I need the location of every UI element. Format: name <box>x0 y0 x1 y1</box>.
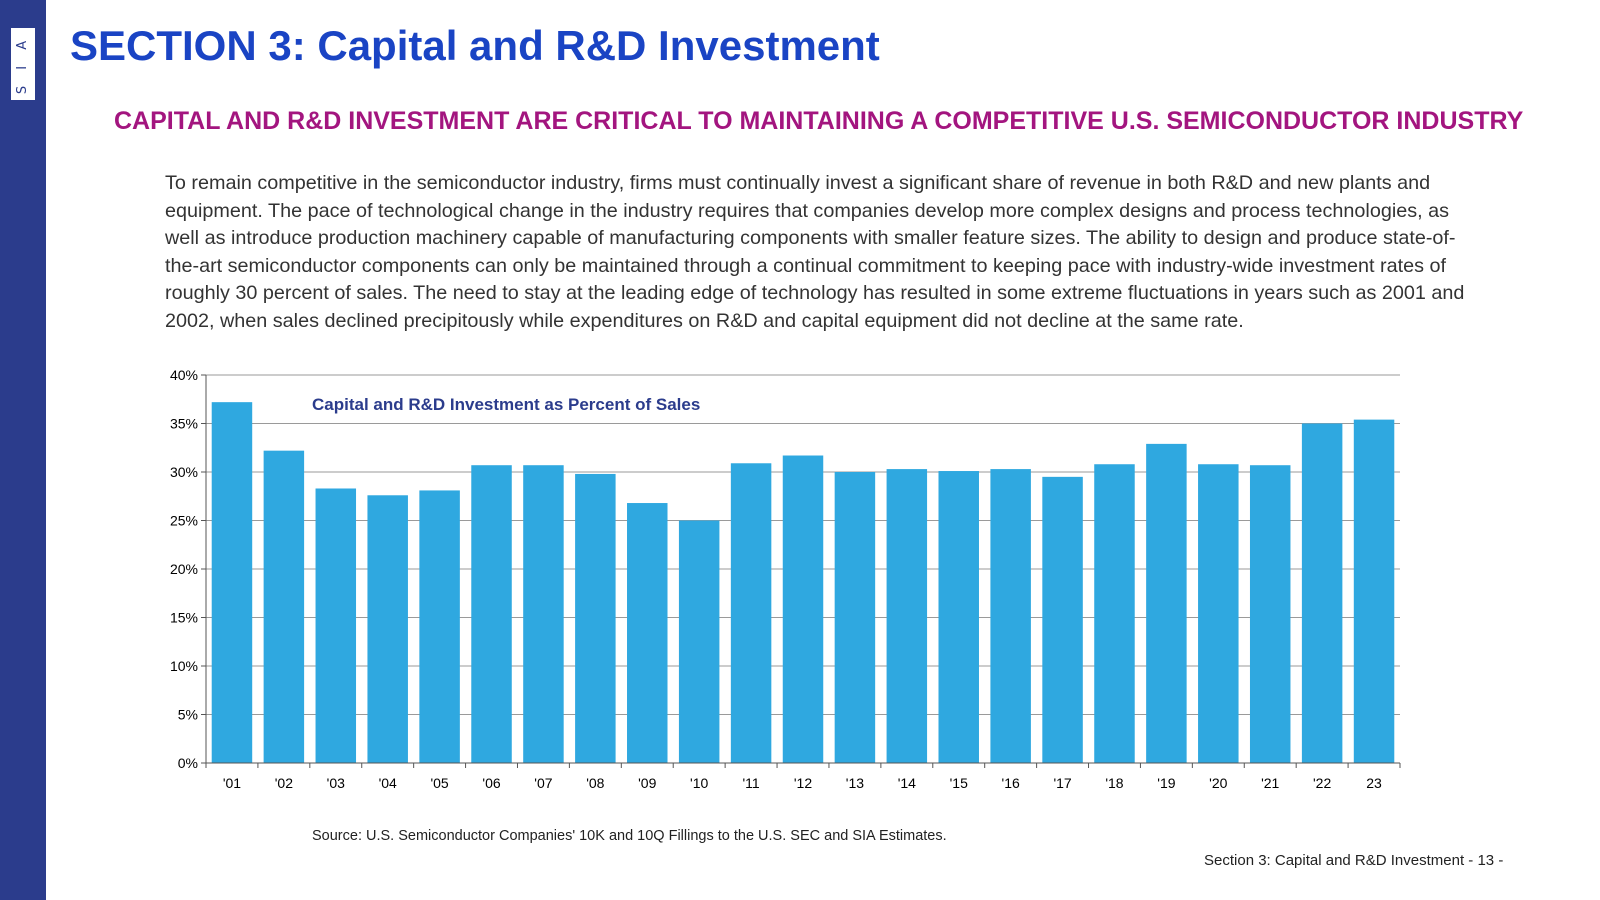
x-tick-label: '04 <box>379 775 397 791</box>
bar <box>419 490 460 763</box>
x-tick-labels: '01 '02 '03 '04 '05 '06 '07 '08 '09 '10 '11 '12 '13 '… <box>223 775 1382 791</box>
x-tick-label: '10 <box>690 775 708 791</box>
bar <box>263 450 305 763</box>
bar <box>1198 464 1239 763</box>
bar <box>886 469 928 763</box>
x-tick-label: '15 <box>950 775 968 791</box>
bar <box>523 465 564 763</box>
bar <box>575 473 616 763</box>
x-tick-label: '18 <box>1105 775 1123 791</box>
x-tick-label: '13 <box>846 775 864 791</box>
bar <box>834 472 876 763</box>
x-tick-label: '19 <box>1157 775 1175 791</box>
x-tick-label: '14 <box>898 775 916 791</box>
x-tick-label: '21 <box>1261 775 1279 791</box>
x-tick-label: '22 <box>1313 775 1331 791</box>
x-tick-label: '06 <box>482 775 500 791</box>
bar <box>1146 443 1187 763</box>
bar <box>938 471 979 763</box>
x-tick-label: '03 <box>327 775 345 791</box>
page-footer: Section 3: Capital and R&D Investment - … <box>1204 852 1504 869</box>
bar <box>1301 423 1343 763</box>
bar <box>367 495 408 763</box>
y-tick-label: 5% <box>178 707 198 723</box>
chart-title: Capital and R&D Investment as Percent of… <box>312 395 700 414</box>
bar-chart: 0%5%10%15%20%25%30%35%40% '01'02'03'04'0… <box>170 370 1401 791</box>
x-tick-label: '08 <box>586 775 604 791</box>
x-tick-label: '09 <box>638 775 656 791</box>
bar <box>1353 419 1395 763</box>
x-tick-label: '02 <box>275 775 293 791</box>
page-title: SECTION 3: Capital and R&D Investment <box>70 22 880 69</box>
page-subtitle: CAPITAL AND R&D INVESTMENT ARE CRITICAL … <box>114 107 1524 135</box>
bar <box>1042 476 1083 763</box>
x-tick-label: '05 <box>430 775 448 791</box>
bar <box>1249 465 1291 763</box>
y-tick-label: 35% <box>170 416 198 432</box>
x-tick-label: '17 <box>1053 775 1071 791</box>
sia-logo: S I A <box>11 28 35 100</box>
y-tick-label: 20% <box>170 561 198 577</box>
x-tick-label: '16 <box>1002 775 1020 791</box>
y-tick-label: 15% <box>170 610 198 626</box>
y-tick-label: 30% <box>170 464 198 480</box>
bar <box>730 463 772 763</box>
source-note: Source: U.S. Semiconductor Companies' 10… <box>312 828 947 844</box>
x-tick-label: '07 <box>534 775 552 791</box>
x-tick-label: '20 <box>1209 775 1227 791</box>
sidebar: S I A <box>0 0 46 900</box>
bar <box>211 402 253 763</box>
x-tick-label: 23 <box>1366 775 1382 791</box>
bar <box>782 455 824 763</box>
bar <box>1094 464 1135 763</box>
y-tick-label: 10% <box>170 658 198 674</box>
x-tick-label: '11 <box>742 775 759 791</box>
axes <box>201 374 1401 768</box>
y-tick-label: 0% <box>178 755 198 771</box>
bar <box>471 465 512 763</box>
bar <box>990 469 1031 763</box>
logo-text: S I A <box>15 34 31 94</box>
bar <box>627 503 668 763</box>
bars <box>211 402 1395 763</box>
bar <box>315 488 357 763</box>
bar <box>678 520 720 763</box>
y-tick-label: 40% <box>170 370 198 383</box>
body-paragraph: To remain competitive in the semiconduct… <box>165 172 1465 332</box>
y-tick-labels: 0% 5% 10% 15% 20% 25% 30% 35% 40% <box>170 370 198 771</box>
x-tick-label: '12 <box>794 775 812 791</box>
x-tick-label: '01 <box>223 775 241 791</box>
y-tick-label: 25% <box>170 513 198 529</box>
